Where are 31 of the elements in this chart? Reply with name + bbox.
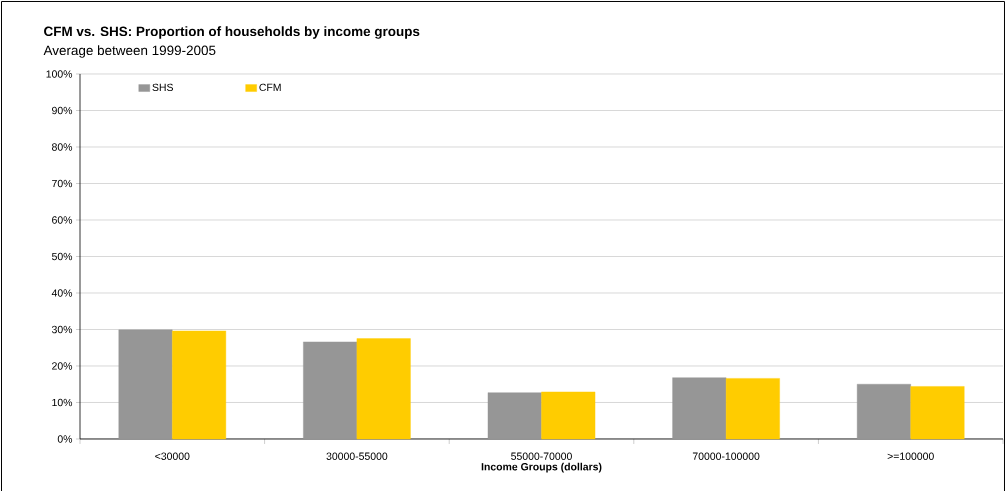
legend-label: SHS — [152, 83, 173, 92]
x-tick-label: 55000-70000 — [511, 452, 572, 460]
bar — [910, 386, 965, 440]
y-tick-label: 100% — [46, 70, 73, 78]
y-tick-label: 60% — [52, 216, 73, 224]
y-tick-label: 70% — [52, 179, 73, 188]
x-tick-label: 30000-55000 — [326, 452, 388, 460]
y-tick-label: 30% — [51, 325, 73, 334]
chart-subtitle: Average between 1999-2005 — [43, 45, 216, 58]
bar — [487, 392, 542, 440]
bar — [672, 377, 727, 440]
y-tick-label: 90% — [52, 106, 73, 115]
bar — [172, 330, 227, 440]
bar — [356, 338, 411, 440]
chart-title: CFM vs. SHS: Proportion of households by income groups — [44, 26, 420, 39]
y-tick-label: 80% — [52, 143, 73, 151]
x-tick-label: <30000 — [155, 452, 190, 460]
y-tick-label: 0% — [57, 435, 73, 443]
bar — [541, 391, 596, 440]
bar — [725, 378, 780, 440]
y-tick-label: 50% — [51, 252, 73, 261]
bar — [856, 384, 911, 440]
x-axis-title: Income Groups (dollars) — [481, 462, 602, 473]
y-tick-label: 20% — [52, 362, 73, 370]
x-tick-label: >=100000 — [887, 452, 934, 460]
legend-label: CFM — [259, 83, 281, 92]
y-tick-label: 40% — [51, 289, 73, 297]
x-tick-label: 70000-100000 — [692, 452, 760, 460]
bar — [118, 329, 173, 440]
y-tick-label: 10% — [52, 398, 73, 407]
bar — [303, 341, 358, 440]
